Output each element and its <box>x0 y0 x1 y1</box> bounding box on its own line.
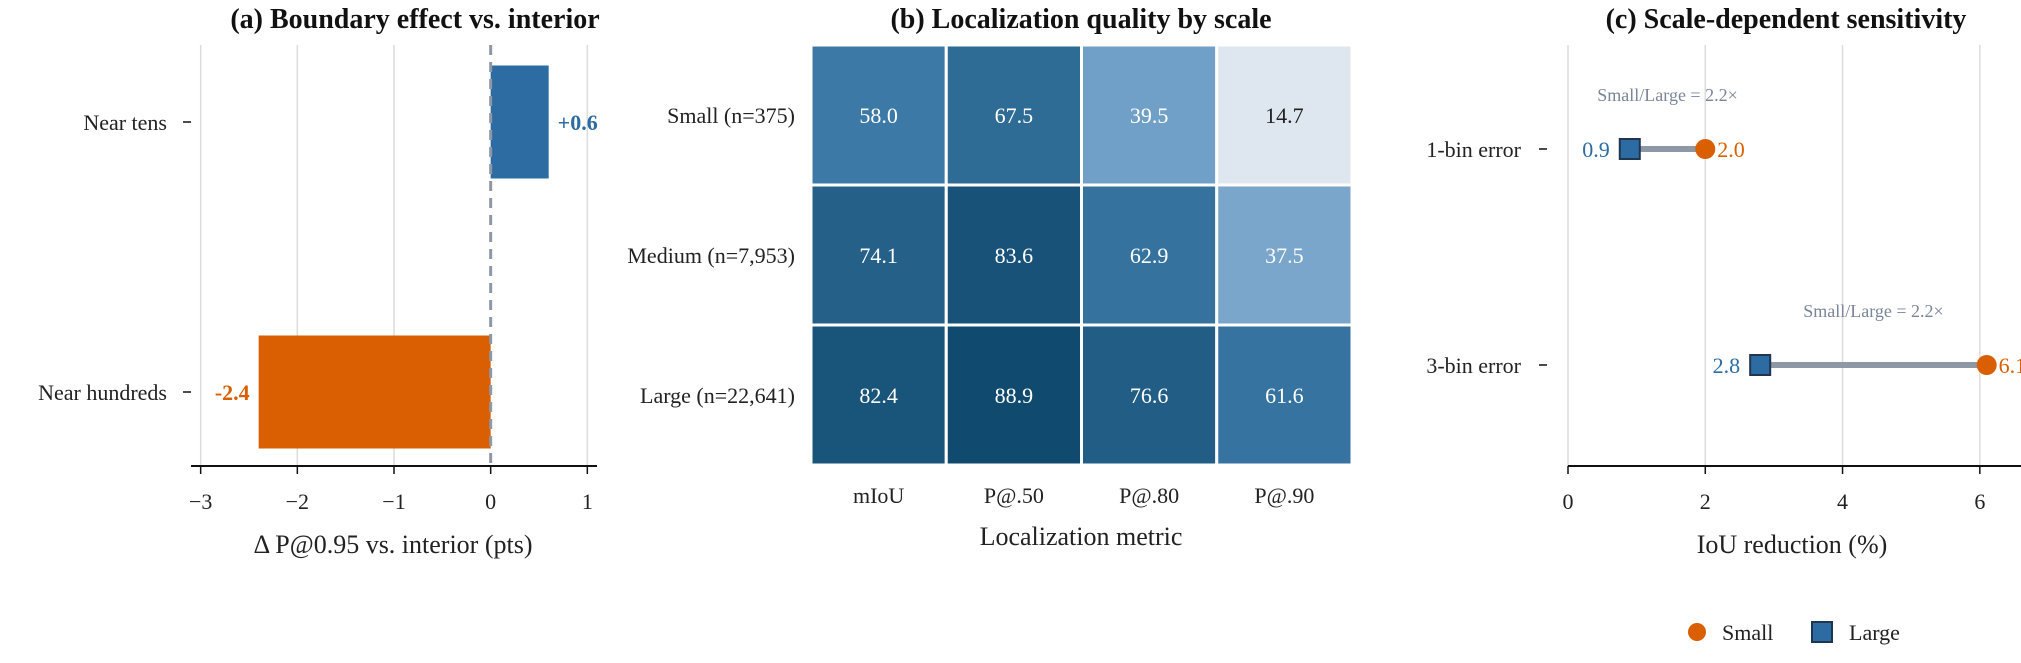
panel-a-bar <box>490 65 549 179</box>
panel-c-large-value-label: 0.9 <box>1582 137 1610 162</box>
legend-large-label: Large <box>1849 620 1900 645</box>
panel-a-boundary-effect: (a) Boundary effect vs. interior −3 −2 −1 0… <box>38 4 600 559</box>
panel-b-cell-label: 88.9 <box>995 383 1034 408</box>
panel-a-x-ticks: −3 −2 −1 0 1 <box>189 466 593 514</box>
panel-b-x-label: Localization metric <box>980 522 1183 551</box>
panel-c-title: (c) Scale-dependent sensitivity <box>1606 4 1967 35</box>
panel-a-value-labels: +0.6 -2.4 <box>215 110 598 405</box>
panel-c-category-labels: 1-bin error 3-bin error <box>1426 137 1547 378</box>
panel-a-x-tick-label: −2 <box>286 489 309 514</box>
panel-c-small-value-label: 2.0 <box>1717 137 1745 162</box>
panel-a-value-label: -2.4 <box>215 380 250 405</box>
panel-a-category-labels: Near tens Near hundreds <box>38 110 191 405</box>
panel-b-column-label: P@.50 <box>984 483 1044 508</box>
panel-b-heatmap-cell <box>1080 43 1219 187</box>
panel-b-cell-label: 58.0 <box>859 103 898 128</box>
panel-b-row-label: Small (n=375) <box>667 103 795 128</box>
panel-a-bars <box>258 65 549 449</box>
panel-b-heatmap-cell <box>809 323 948 467</box>
panel-b-heatmap-cell <box>1215 43 1354 187</box>
panel-b-cell-label: 83.6 <box>995 243 1034 268</box>
panel-b-cells: 58.0 67.5 39.5 14.7 74.1 83.6 62.9 37.5 82.4 88.9… <box>809 43 1354 467</box>
panel-b-row-label: Medium (n=7,953) <box>627 243 795 268</box>
panel-c-large-value-label: 2.8 <box>1713 353 1741 378</box>
panel-c-category-label: 3-bin error <box>1426 353 1521 378</box>
panel-a-category-label: Near hundreds <box>38 380 167 405</box>
panel-c-x-tick-label: 2 <box>1700 489 1711 514</box>
panel-b-heatmap-cell <box>809 183 948 327</box>
panel-c-category-label: 1-bin error <box>1426 137 1521 162</box>
panel-c-legend: Small Large <box>1688 620 1900 645</box>
panel-b-heatmap: (b) Localization quality by scale 58.0 67… <box>627 4 1354 551</box>
panel-b-heatmap-cell <box>944 323 1083 467</box>
panel-c-dumbbell: (c) Scale-dependent sensitivity 0 2 4 6 1-b… <box>1426 4 2021 645</box>
panel-c-ratio-annotation: Small/Large = 2.2× <box>1597 85 1737 105</box>
panel-b-heatmap-cell <box>1215 183 1354 327</box>
panel-b-heatmap-cell <box>1215 323 1354 467</box>
panel-c-large-marker <box>1749 354 1772 376</box>
panel-b-cell-label: 82.4 <box>859 383 898 408</box>
panel-a-x-tick-label: 1 <box>582 489 593 514</box>
panel-b-cell-label: 76.6 <box>1130 383 1169 408</box>
panel-b-column-labels: mIoU P@.50 P@.80 P@.90 <box>853 483 1314 508</box>
panel-c-large-marker <box>1618 138 1641 160</box>
panel-c-x-tick-label: 6 <box>1974 489 1985 514</box>
panel-c-x-tick-label: 0 <box>1563 489 1574 514</box>
panel-b-cell-label: 67.5 <box>995 103 1034 128</box>
panel-c-ratio-annotation: Small/Large = 2.2× <box>1803 301 1943 321</box>
legend-large-marker <box>1811 621 1833 643</box>
panel-b-heatmap-cell <box>1080 323 1219 467</box>
panel-a-value-label: +0.6 <box>558 110 598 135</box>
panel-a-bar <box>258 335 491 449</box>
panel-b-cell-label: 37.5 <box>1265 243 1304 268</box>
panel-b-cell-label: 61.6 <box>1265 383 1304 408</box>
panel-c-small-value-label: 6.1 <box>1999 353 2021 378</box>
panel-b-cell-label: 39.5 <box>1130 103 1169 128</box>
panel-b-column-label: P@.80 <box>1119 483 1179 508</box>
panel-b-heatmap-cell <box>944 43 1083 187</box>
panel-c-small-marker <box>1695 139 1716 159</box>
panel-b-heatmap-cell <box>1080 183 1219 327</box>
panel-a-title: (a) Boundary effect vs. interior <box>230 4 599 35</box>
panel-a-x-tick-label: 0 <box>485 489 496 514</box>
panel-c-small-marker <box>1976 355 1997 375</box>
panel-a-category-label: Near tens <box>83 110 167 135</box>
panel-c-x-ticks: 0 2 4 6 <box>1563 466 1985 514</box>
panel-b-cell-label: 74.1 <box>859 243 898 268</box>
panel-a-x-tick-label: −3 <box>189 489 212 514</box>
legend-small-marker <box>1688 623 1706 641</box>
panel-b-cell-label: 62.9 <box>1130 243 1169 268</box>
panel-b-column-label: mIoU <box>853 483 904 508</box>
panel-b-title: (b) Localization quality by scale <box>890 4 1271 35</box>
legend-small-label: Small <box>1722 620 1773 645</box>
panel-c-x-label: IoU reduction (%) <box>1697 530 1888 559</box>
panel-a-x-tick-label: −1 <box>382 489 405 514</box>
panel-b-cell-label: 14.7 <box>1265 103 1304 128</box>
panel-c-x-tick-label: 4 <box>1837 489 1848 514</box>
panel-c-gridlines <box>1567 45 1981 466</box>
panel-b-row-labels: Small (n=375) Medium (n=7,953) Large (n=22… <box>627 103 795 408</box>
panel-c-marks: 0.9 2.0 Small/Large = 2.2× 2.8 6.1 Small/Larg… <box>1582 85 2021 378</box>
panel-a-x-label: Δ P@0.95 vs. interior (pts) <box>254 530 533 559</box>
panel-b-row-label: Large (n=22,641) <box>640 383 795 408</box>
panel-b-column-label: P@.90 <box>1254 483 1314 508</box>
